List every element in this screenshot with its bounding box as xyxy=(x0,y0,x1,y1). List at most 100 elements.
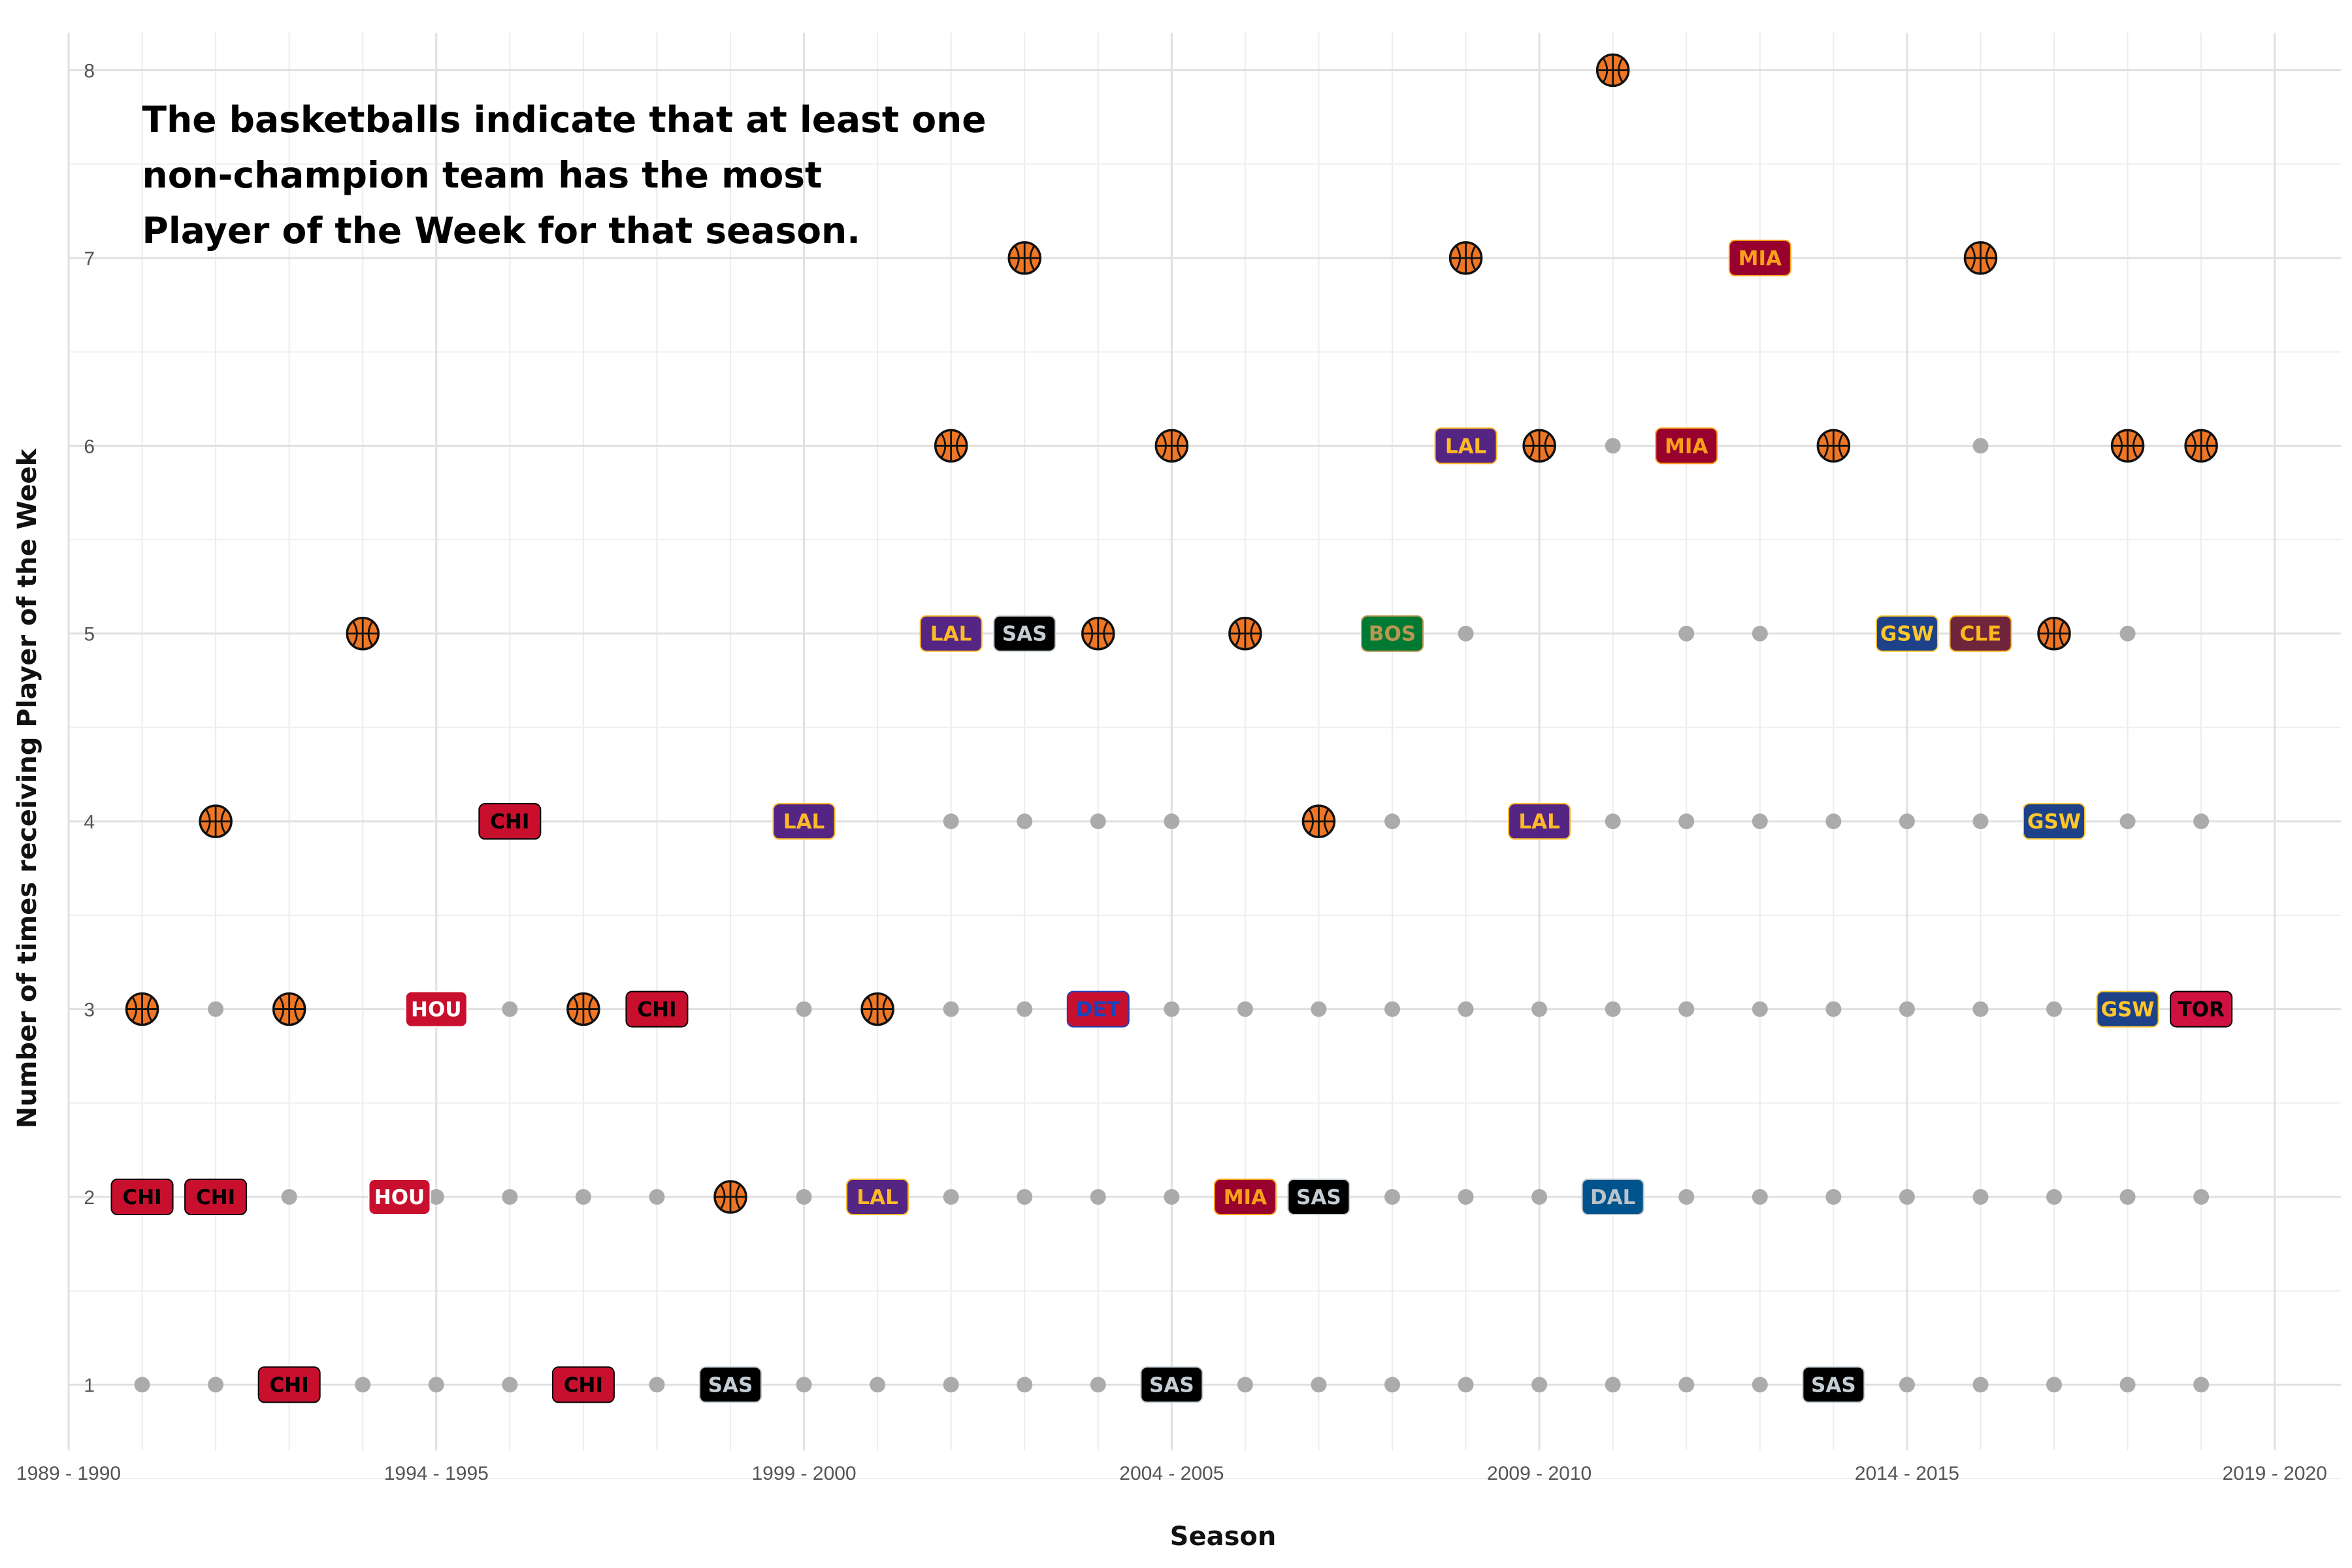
x-tick-labels: 1989 - 1990 1994 - 1995 1999 - 2000 2004 - … xyxy=(16,1463,2327,1484)
team-label-text: HOU xyxy=(411,998,461,1022)
team-label-text: LAL xyxy=(1518,810,1560,834)
team-label-box xyxy=(1213,1178,1277,1215)
gray-point xyxy=(1164,1001,1180,1017)
annotation-line: Player of the Week for that season. xyxy=(142,210,861,252)
team-label-text: GSW xyxy=(2027,810,2081,834)
gray-point xyxy=(1017,813,1033,830)
team-label-box xyxy=(1361,615,1424,652)
gray-point xyxy=(1752,1377,1768,1393)
gray-point xyxy=(1605,813,1621,830)
gray-point xyxy=(1164,813,1180,830)
team-label-box xyxy=(772,803,836,840)
gray-point xyxy=(649,1188,665,1205)
team-label: DAL xyxy=(1581,1178,1644,1215)
minor-gridlines xyxy=(69,33,2341,1480)
team-label-box xyxy=(846,1178,909,1215)
gray-point xyxy=(1605,1001,1621,1017)
team-label-box xyxy=(1287,1178,1350,1215)
basketball-marker xyxy=(2110,429,2145,463)
team-label-text: SAS xyxy=(1811,1373,1856,1397)
basketball-marker xyxy=(2037,616,2071,651)
gray-point xyxy=(943,1188,959,1205)
team-label: DET xyxy=(1066,990,1130,1028)
y-tick-label: 1 xyxy=(84,1375,95,1396)
gray-point xyxy=(1678,1188,1695,1205)
team-label-text: SAS xyxy=(1149,1373,1194,1397)
team-label-text: GSW xyxy=(2101,998,2155,1022)
gray-point xyxy=(1678,1001,1695,1017)
gray-point xyxy=(2046,1001,2063,1017)
x-tick-label: 2019 - 2020 xyxy=(2223,1463,2327,1484)
team-label-text: SAS xyxy=(1296,1186,1341,1209)
gray-point xyxy=(1752,1188,1768,1205)
team-label-text: CHI xyxy=(490,810,529,834)
x-tick-label: 1994 - 1995 xyxy=(384,1463,489,1484)
team-label-text: LAL xyxy=(930,623,972,646)
team-label-box xyxy=(993,615,1056,652)
gray-point xyxy=(2119,625,2136,642)
x-tick-label: 1999 - 2000 xyxy=(751,1463,856,1484)
gray-point xyxy=(1972,1001,1989,1017)
gray-point xyxy=(1090,813,1106,830)
team-label: SAS xyxy=(1287,1178,1350,1215)
gray-point xyxy=(943,1001,959,1017)
team-label-box xyxy=(1728,239,1791,276)
gray-point xyxy=(1972,1188,1989,1205)
team-label-text: LAL xyxy=(857,1186,898,1209)
gray-point xyxy=(1458,1188,1474,1205)
gray-point xyxy=(208,1001,224,1017)
team-label-text: CHI xyxy=(122,1186,161,1209)
basketball-markers-layer xyxy=(125,53,2218,1214)
gray-point xyxy=(1384,1188,1401,1205)
team-label-box xyxy=(404,990,468,1028)
gray-point xyxy=(428,1377,444,1393)
team-label: MIA xyxy=(1655,427,1718,465)
team-label-text: HOU xyxy=(374,1186,425,1209)
y-tick-label: 2 xyxy=(84,1187,95,1209)
gray-point xyxy=(2046,1377,2063,1393)
team-label-box xyxy=(551,1366,615,1403)
basketball-marker xyxy=(1522,429,1556,463)
basketball-marker xyxy=(1301,804,1336,838)
gray-point xyxy=(1531,1001,1548,1017)
team-label: SAS xyxy=(1802,1366,1865,1403)
team-label: SAS xyxy=(993,615,1056,652)
team-label-box xyxy=(1581,1178,1644,1215)
team-label-box xyxy=(110,1178,174,1215)
gray-point xyxy=(870,1377,886,1393)
team-label: BOS xyxy=(1361,615,1424,652)
team-label-text: CHI xyxy=(270,1373,309,1397)
basketball-marker xyxy=(1963,241,1998,275)
annotation-note: The basketballs indicate that at least o… xyxy=(142,99,987,252)
team-label: CHI xyxy=(110,1178,174,1215)
gray-point xyxy=(502,1188,518,1205)
team-label-text: GSW xyxy=(1880,623,1934,646)
team-label-text: MIA xyxy=(1665,434,1708,458)
team-label-text: LAL xyxy=(1445,434,1487,458)
gray-point xyxy=(1017,1188,1033,1205)
team-label-box xyxy=(368,1178,431,1215)
gray-point xyxy=(1311,1377,1327,1393)
gray-point xyxy=(1164,1188,1180,1205)
team-label: CHI xyxy=(184,1178,248,1215)
gray-point xyxy=(1605,1377,1621,1393)
team-label: LAL xyxy=(772,803,836,840)
team-label-text: CHI xyxy=(196,1186,235,1209)
x-tick-label: 1989 - 1990 xyxy=(16,1463,121,1484)
gray-point xyxy=(1752,813,1768,830)
team-label-box xyxy=(1802,1366,1865,1403)
team-label: MIA xyxy=(1728,239,1791,276)
team-label: LAL xyxy=(1434,427,1497,465)
gray-point xyxy=(428,1188,444,1205)
basketball-marker xyxy=(2184,429,2218,463)
y-tick-label: 8 xyxy=(84,60,95,82)
team-label: HOU xyxy=(404,990,468,1028)
gray-point xyxy=(2193,1377,2210,1393)
team-label-box xyxy=(1140,1366,1203,1403)
team-label-text: DET xyxy=(1076,998,1120,1022)
gray-point xyxy=(1678,813,1695,830)
gray-point xyxy=(649,1377,665,1393)
gray-point xyxy=(2119,1377,2136,1393)
gray-point xyxy=(502,1001,518,1017)
gray-point xyxy=(355,1377,371,1393)
